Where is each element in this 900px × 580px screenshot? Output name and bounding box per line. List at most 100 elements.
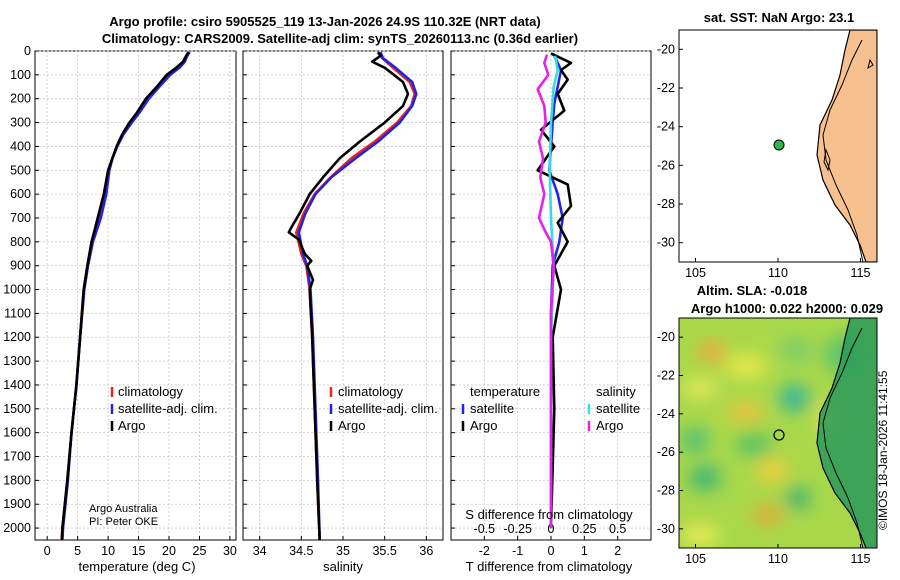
sla-argo-marker	[773, 429, 785, 441]
legend-title-salinity: salinity	[596, 384, 636, 399]
map-y-tick-label: -20	[657, 330, 675, 344]
map-x-tick-label: 105	[685, 266, 706, 280]
imos-timestamp-watermark: ©IMOS 18-Jan-2026 11:41:55	[876, 370, 890, 530]
salinity-panel: 34 34.5 35 35.5 36	[242, 50, 444, 558]
legend-label-satellite: satellite-adj. clim.	[338, 401, 438, 416]
map-x-tick-label: 105	[685, 552, 706, 566]
salinity-grid	[243, 50, 443, 540]
footer-pi: PI: Peter OKE	[89, 516, 158, 528]
map-x-tick-label: 115	[851, 552, 871, 566]
depth-tick-label: 1900	[3, 497, 31, 511]
temperature-legend: climatology satellite-adj. clim. Argo	[110, 384, 218, 433]
legend-title-temperature: temperature	[470, 384, 540, 399]
legend-label-argo: Argo	[338, 418, 365, 433]
legend-label-climatology: climatology	[118, 384, 184, 399]
x-tick-label: -1	[512, 544, 523, 558]
footer-argo-australia: Argo Australia	[89, 503, 158, 515]
depth-tick-label: 700	[10, 211, 31, 225]
x-tick-label: 2	[614, 544, 621, 558]
legend-label-s-argo: Argo	[596, 418, 623, 433]
legend-label-t-satellite: satellite	[470, 401, 514, 416]
x-tick-label: -2	[479, 544, 490, 558]
page-title-line2: Climatology: CARS2009. Satellite-adj cli…	[101, 31, 579, 46]
map-x-tick-label: 115	[851, 266, 871, 280]
depth-tick-label: 1200	[3, 330, 31, 344]
temperature-panel: 0100200300400500600700800900100011001200…	[3, 44, 237, 558]
depth-tick-label: 1400	[3, 378, 31, 392]
s-diff-tick-label: 0	[548, 522, 555, 536]
sla-land-fill	[817, 318, 877, 548]
depth-tick-label: 2000	[3, 521, 31, 535]
x-tick-label: 1	[581, 544, 588, 558]
sla-coastline-shelf	[822, 327, 864, 548]
depth-tick-label: 300	[10, 116, 31, 130]
depth-tick-label: 400	[10, 139, 31, 153]
x-tick-label: 35.5	[372, 544, 396, 558]
difference-panel: -2 -1 0 1 2 -0.5 -0.25 0 0.25 0.5	[450, 50, 652, 558]
x-tick-label: 20	[162, 544, 176, 558]
difference-xlabel: T difference from climatology	[466, 559, 633, 574]
depth-tick-label: 500	[10, 163, 31, 177]
map-y-tick-label: -28	[657, 484, 675, 498]
legend-label-s-satellite: satellite	[596, 401, 640, 416]
map-y-tick-label: -22	[657, 81, 675, 95]
map-y-tick-label: -30	[657, 236, 675, 250]
depth-tick-label: 1600	[3, 426, 31, 440]
sst-land-fill	[816, 30, 877, 262]
map-y-tick-label: -24	[657, 120, 675, 134]
sst-map-axis: 105 110 115 -20 -22 -24 -26 -28 -30	[657, 42, 871, 280]
temperature-ticks: 0100200300400500600700800900100011001200…	[3, 44, 237, 558]
x-tick-label: 5	[74, 544, 81, 558]
map-x-tick-label: 110	[768, 266, 788, 280]
depth-tick-label: 1100	[4, 306, 31, 320]
salinity-ticks: 34 34.5 35 35.5 36	[243, 50, 433, 558]
sst-map-panel: sat. SST: NaN Argo: 23.1 105 110 115 -20 -22…	[657, 10, 878, 280]
series-line-argo	[287, 51, 410, 541]
x-tick-label: 25	[193, 544, 207, 558]
sla-map-panel: Altim. SLA: -0.018 Argo h1000: 0.022 h20…	[657, 283, 883, 566]
series-line-s-argo	[536, 54, 555, 529]
sst-argo-marker	[773, 139, 785, 151]
x-tick-label: 0	[548, 544, 555, 558]
sst-coastline-islands	[823, 58, 874, 172]
series-line-t-argo	[536, 52, 573, 529]
depth-tick-label: 0	[24, 44, 31, 58]
salinity-lines	[287, 51, 418, 541]
depth-tick-label: 1700	[3, 450, 31, 464]
temperature-plot-frame	[34, 50, 237, 541]
map-x-tick-label: 110	[768, 552, 788, 566]
salinity-legend: climatology satellite-adj. clim. Argo	[329, 384, 438, 433]
sla-map-axis: 105 110 115 -20 -22 -24 -26 -28 -30	[657, 330, 871, 566]
legend-label-argo: Argo	[118, 418, 145, 433]
difference-ticks: -2 -1 0 1 2 -0.5 -0.25 0 0.25 0.5	[451, 50, 626, 558]
map-y-tick-label: -28	[657, 197, 675, 211]
x-tick-label: 35	[336, 544, 350, 558]
sst-coastline-shelf	[822, 39, 864, 262]
series-line-argo	[60, 51, 190, 541]
temperature-xlabel: temperature (deg C)	[78, 559, 195, 574]
s-diff-tick-label: -0.25	[503, 522, 532, 536]
map-y-tick-label: -24	[657, 407, 675, 421]
legend-label-satellite: satellite-adj. clim.	[118, 401, 218, 416]
temperature-lines	[60, 51, 191, 541]
depth-tick-label: 1800	[3, 473, 31, 487]
depth-tick-label: 1000	[3, 283, 31, 297]
depth-tick-label: 1500	[3, 402, 31, 416]
salinity-xlabel: salinity	[323, 559, 363, 574]
x-tick-label: 15	[132, 544, 146, 558]
x-tick-label: 0	[44, 544, 51, 558]
page-title-line1: Argo profile: csiro 5905525_119 13-Jan-2…	[109, 14, 541, 29]
legend-label-climatology: climatology	[338, 384, 404, 399]
difference-lines	[536, 52, 573, 529]
depth-tick-label: 800	[10, 235, 31, 249]
legend-label-t-argo: Argo	[470, 418, 497, 433]
map-y-tick-label: -26	[657, 158, 675, 172]
difference-top-label: S difference from climatology	[465, 507, 633, 522]
x-tick-label: 10	[101, 544, 115, 558]
map-y-tick-label: -22	[657, 369, 675, 383]
x-tick-label: 30	[223, 544, 237, 558]
s-diff-tick-label: 0.25	[572, 522, 596, 536]
depth-tick-label: 100	[10, 68, 31, 82]
temperature-grid	[35, 50, 236, 540]
